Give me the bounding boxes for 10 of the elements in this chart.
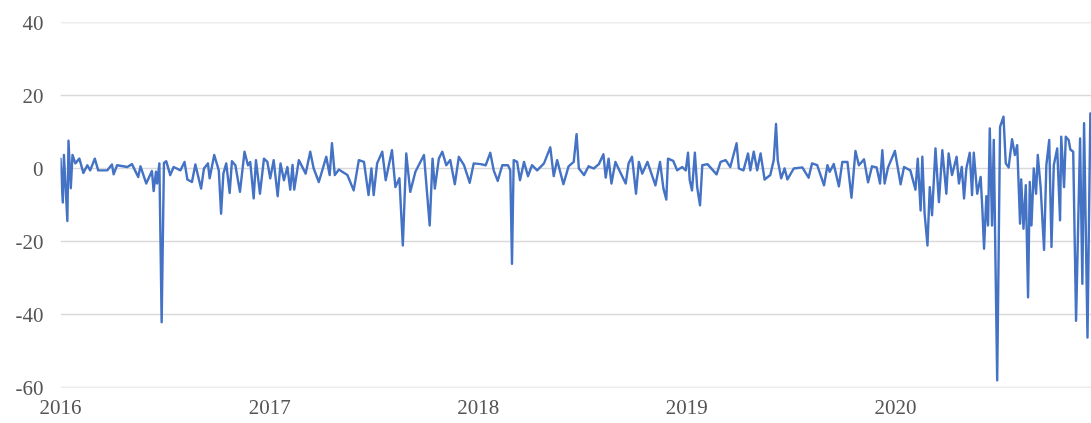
- x-tick-label: 2020: [874, 394, 917, 419]
- y-tick-label: -20: [15, 229, 44, 254]
- y-tick-label: 20: [22, 83, 44, 108]
- x-tick-label: 2017: [248, 394, 291, 419]
- line-series: [60, 112, 1091, 382]
- x-tick-label: 2018: [457, 394, 500, 419]
- y-tick-label: 40: [22, 10, 44, 35]
- y-tick-label: -40: [15, 302, 44, 327]
- y-tick-label: 0: [33, 156, 44, 181]
- x-tick-label: 2019: [665, 394, 708, 419]
